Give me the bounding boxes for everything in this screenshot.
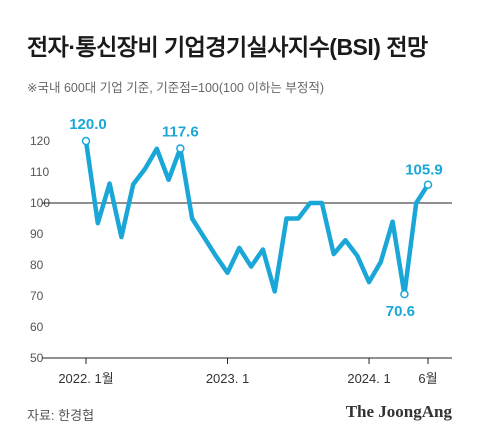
x-tick-label: 6월 [418, 371, 437, 386]
y-tick-label: 50 [30, 351, 44, 365]
data-label: 70.6 [386, 303, 415, 320]
y-tick-label: 80 [30, 258, 44, 272]
data-label: 117.6 [162, 123, 199, 140]
data-point-marker [81, 136, 91, 146]
y-tick-label: 90 [30, 227, 44, 241]
x-tick-label: 2024. 1 [347, 371, 390, 386]
y-tick-label: 60 [30, 320, 44, 334]
y-tick-label: 100 [30, 196, 50, 210]
data-point-marker [400, 289, 409, 299]
x-tick-label: 2023. 1 [206, 371, 249, 386]
brand-logo: The JoongAng [345, 402, 452, 421]
data-point-marker [423, 180, 433, 189]
data-point-marker [176, 144, 185, 153]
chart-title: 전자·통신장비 기업경기실사지수(BSI) 전망 [27, 34, 428, 60]
y-tick-label: 120 [30, 134, 50, 148]
series-line [83, 138, 431, 297]
x-tick-label: 2022. 1월 [58, 371, 113, 386]
data-label: 105.9 [405, 162, 443, 179]
y-tick-label: 70 [30, 289, 44, 303]
data-label: 120.0 [69, 116, 107, 133]
chart-subtitle: ※국내 600대 기업 기준, 기준점=100(100 이하는 부정적) [27, 81, 324, 95]
source-note: 자료: 한경협 [27, 408, 95, 423]
y-tick-label: 110 [30, 165, 49, 179]
